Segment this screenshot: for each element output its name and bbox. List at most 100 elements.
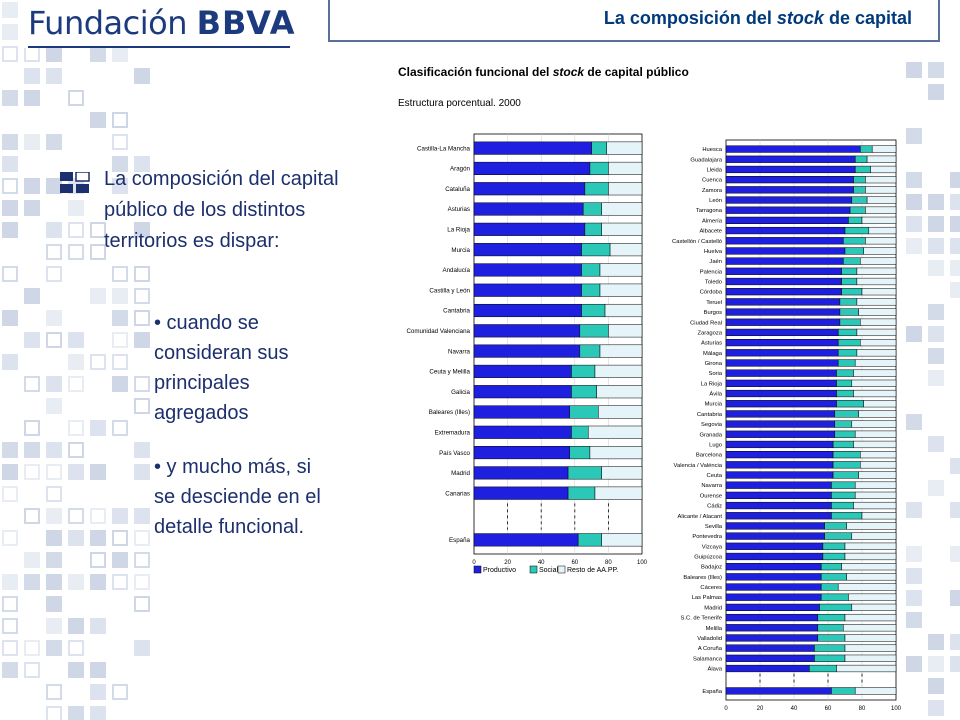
bar-productivo (725, 583, 822, 591)
bar-resto-de-aa-pp- (594, 486, 643, 500)
bg-square (46, 68, 62, 84)
bar-productivo (473, 533, 579, 547)
category-label: Jaén (709, 259, 722, 265)
bar-social (809, 664, 837, 673)
bar-resto-de-aa-pp- (837, 583, 897, 591)
bar-social (814, 644, 846, 652)
bar-resto-de-aa-pp- (861, 288, 897, 296)
category-label: Málaga (703, 351, 723, 357)
x-tick-label: 20 (757, 706, 764, 712)
bg-square (2, 574, 18, 590)
category-label: Asturias (448, 206, 470, 213)
bar-resto-de-aa-pp- (866, 155, 897, 163)
chart-subtitle: Estructura porcentual. 2000 (398, 98, 521, 109)
bar-resto-de-aa-pp- (598, 405, 643, 419)
bar-social (839, 308, 859, 316)
bg-square (24, 574, 40, 590)
category-label: Teruel (706, 300, 722, 306)
bg-square (68, 222, 84, 238)
bar-resto-de-aa-pp- (599, 344, 643, 358)
bg-square (90, 244, 106, 260)
bg-square (90, 420, 106, 436)
legend-swatch (557, 565, 566, 574)
bar-productivo (473, 182, 586, 196)
bar-productivo (725, 451, 834, 459)
bg-square (928, 480, 944, 496)
bullet-point-2: • y mucho más, si se desciende en el det… (154, 456, 321, 538)
bar-resto-de-aa-pp- (853, 389, 897, 398)
bg-square (46, 244, 62, 260)
bar-resto-de-aa-pp- (848, 593, 897, 601)
bar-productivo (725, 603, 820, 612)
category-label: Cuenca (702, 178, 723, 184)
bg-square (928, 260, 944, 276)
bg-square (134, 596, 150, 612)
bar-productivo (725, 237, 844, 245)
bg-square (906, 326, 922, 342)
bar-social (589, 161, 609, 175)
bg-square (24, 178, 40, 194)
header-frame-left (328, 0, 330, 42)
bg-square (24, 200, 40, 216)
category-label: Almería (702, 218, 723, 224)
x-tick-label: 80 (605, 560, 612, 566)
bar-resto-de-aa-pp- (601, 202, 643, 216)
bg-square (134, 552, 150, 568)
bar-resto-de-aa-pp- (608, 182, 643, 196)
bg-square (68, 442, 84, 458)
category-label: Extremadura (435, 429, 471, 436)
bg-square (2, 222, 18, 238)
category-label: Las Palmas (692, 595, 722, 601)
legend-swatch (529, 565, 538, 574)
bg-square (134, 574, 150, 590)
bar-social (843, 257, 861, 265)
bar-productivo (473, 161, 591, 175)
bar-productivo (725, 613, 819, 622)
bar-social (843, 237, 866, 245)
bg-square (928, 678, 944, 694)
bar-social (820, 593, 849, 601)
category-label: La Rioja (701, 381, 723, 387)
bar-productivo (725, 573, 822, 581)
bar-productivo (725, 389, 837, 398)
bg-square (46, 684, 62, 700)
bg-square (2, 2, 18, 18)
bar-social (848, 216, 863, 224)
bar-resto-de-aa-pp- (860, 338, 897, 347)
bar-social (582, 202, 602, 216)
bg-square (134, 398, 150, 414)
bar-social (844, 226, 870, 235)
bar-resto-de-aa-pp- (861, 512, 897, 520)
bg-square (46, 266, 62, 282)
bg-square (112, 354, 128, 370)
bar-social (579, 324, 609, 338)
bg-square (134, 156, 150, 172)
bg-square (906, 546, 922, 562)
bar-productivo (725, 145, 861, 153)
bullet-point-1: • cuando se consideran sus principales a… (154, 312, 289, 424)
bar-productivo (473, 385, 572, 399)
bg-square (46, 178, 62, 194)
category-label: S.C. de Tenerife (681, 616, 722, 622)
bar-resto-de-aa-pp- (604, 303, 643, 318)
bg-square (928, 656, 944, 672)
bar-productivo (725, 247, 846, 255)
bg-square (24, 68, 40, 84)
category-label: Ávila (709, 391, 722, 398)
x-tick-label: 40 (538, 560, 545, 566)
bg-square (928, 238, 944, 254)
bg-square (46, 552, 62, 568)
category-label: Lugo (709, 442, 722, 448)
bar-social (567, 466, 602, 480)
category-label: Cantabria (697, 412, 723, 418)
bg-square (46, 574, 62, 590)
bg-square (906, 216, 922, 232)
bar-social (577, 533, 602, 547)
bar-social (841, 277, 858, 286)
bar-social (834, 430, 856, 438)
category-label: Lleida (707, 167, 723, 173)
bar-social (836, 369, 854, 377)
category-label: Alicante / Alacant (678, 514, 723, 520)
bar-resto-de-aa-pp- (851, 420, 897, 428)
